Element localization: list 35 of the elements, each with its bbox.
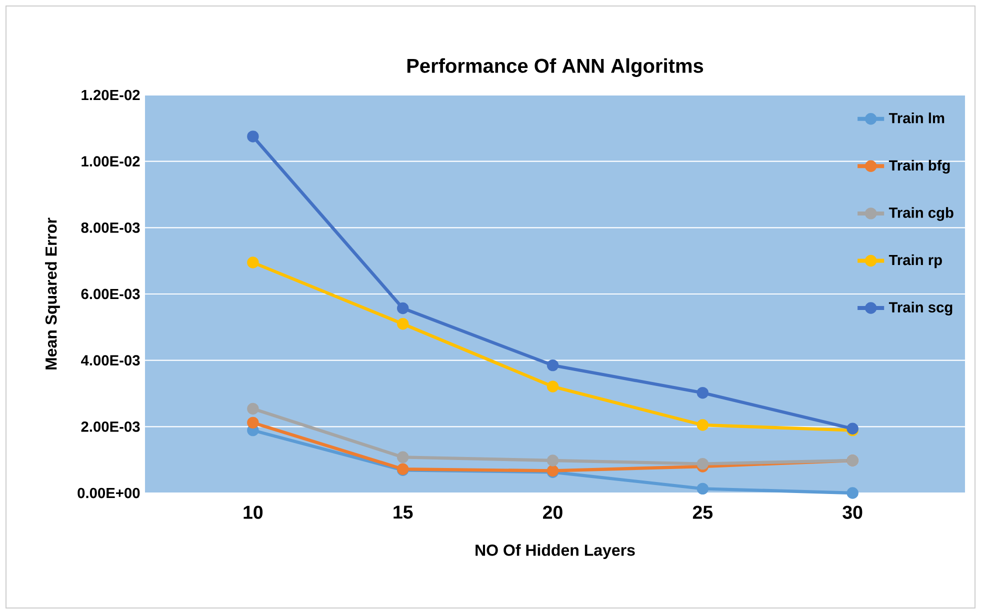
point <box>546 380 559 392</box>
point <box>846 487 858 499</box>
point <box>546 359 559 372</box>
y-tick-label: 1.20E-02 <box>82 90 140 100</box>
legend-label: Train cgb <box>888 207 954 221</box>
x-axis-title: NO Of Hidden Layers <box>476 544 635 560</box>
point <box>396 302 409 314</box>
y-tick-label: 4.00E-03 <box>80 355 140 366</box>
y-tick-label: 0.00E+00 <box>78 488 140 498</box>
legend-label: Train lm <box>888 112 944 124</box>
chart-title: Performance Of ANN Algoritms <box>407 58 704 77</box>
point <box>696 419 709 431</box>
point <box>696 458 709 470</box>
legend-label: Train bfg <box>888 160 950 174</box>
x-tick-label: 15 <box>394 506 413 519</box>
point <box>247 416 259 429</box>
point <box>696 482 709 495</box>
y-tick-label: 6.00E-03 <box>81 288 140 300</box>
point <box>247 130 259 142</box>
x-tick-label: 30 <box>842 506 862 519</box>
point <box>247 402 259 415</box>
y-tick-label: 8.00E-03 <box>81 222 140 233</box>
y-axis-title: Mean Squared Error <box>45 218 60 370</box>
point <box>247 256 259 268</box>
legend-label: Train rp <box>888 254 942 268</box>
point <box>546 454 559 466</box>
y-tick-label: 1.00E-02 <box>82 156 140 167</box>
y-tick-label: 2.00E-03 <box>81 421 140 432</box>
point <box>396 318 409 330</box>
point <box>696 386 709 399</box>
point <box>396 451 409 464</box>
x-tick-label: 25 <box>692 506 713 519</box>
legend-label: Train scg <box>888 302 952 316</box>
x-tick-label: 10 <box>244 506 263 519</box>
x-tick-label: 20 <box>543 506 562 519</box>
